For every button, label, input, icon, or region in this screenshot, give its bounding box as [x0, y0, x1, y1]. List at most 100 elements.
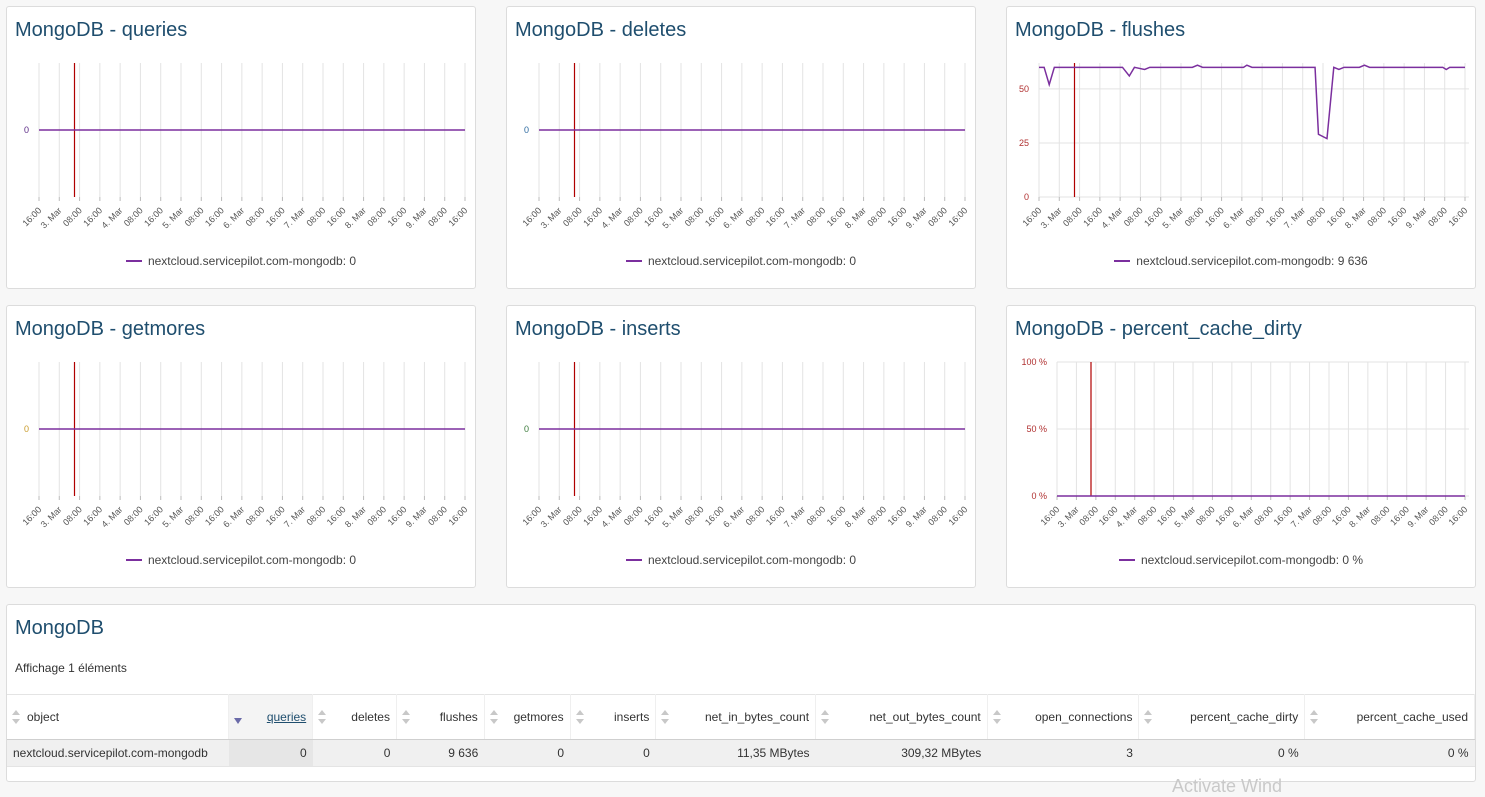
table-cell-net-in-bytes-count: 11,35 MBytes: [655, 739, 816, 767]
chart-legend[interactable]: nextcloud.servicepilot.com-mongodb: 9 63…: [1007, 254, 1475, 268]
x-tick-label: 08:00: [1304, 205, 1327, 228]
x-tick-label: 5. Mar: [1172, 504, 1197, 529]
column-header-label: flushes: [439, 710, 478, 724]
y-tick-label: 0 %: [1031, 491, 1047, 501]
x-tick-label: 8. Mar: [843, 205, 868, 230]
column-header-object[interactable]: object: [7, 694, 230, 740]
column-header-percent-cache-used[interactable]: percent_cache_used: [1304, 694, 1475, 740]
y-tick-label: 0: [24, 125, 29, 135]
legend-label: nextcloud.servicepilot.com-mongodb: 0 %: [1140, 553, 1364, 567]
chart-legend[interactable]: nextcloud.servicepilot.com-mongodb: 0: [7, 553, 475, 567]
table-panel: MongoDB Affichage 1 éléments object queri…: [6, 604, 1476, 782]
x-tick-label: 08:00: [244, 205, 267, 228]
chart-title: MongoDB - percent_cache_dirty: [1015, 318, 1302, 340]
sort-icon[interactable]: [661, 709, 670, 725]
column-header-net-out-bytes-count[interactable]: net_out_bytes_count: [815, 694, 988, 740]
chart-panel-inserts: MongoDB - inserts 0 16:00 3. Mar 08:00 16:00…: [506, 305, 976, 588]
sort-icon[interactable]: [1144, 709, 1153, 725]
x-tick-label: 16:00: [1446, 504, 1469, 527]
x-tick-label: 08:00: [683, 504, 706, 527]
x-tick-label: 7. Mar: [782, 504, 807, 529]
sort-icon[interactable]: [821, 709, 830, 725]
x-tick-label: 16:00: [1446, 205, 1469, 228]
x-tick-label: 08:00: [244, 504, 267, 527]
series-line: [1039, 64, 1465, 140]
column-header-queries[interactable]: queries: [228, 694, 314, 740]
column-header-open-connections[interactable]: open_connections: [987, 694, 1140, 740]
x-tick-label: 08:00: [561, 504, 584, 527]
sort-icon[interactable]: [318, 709, 327, 725]
legend-label: nextcloud.servicepilot.com-mongodb: 0: [147, 553, 357, 567]
legend-label: nextcloud.servicepilot.com-mongodb: 9 63…: [1136, 254, 1368, 268]
x-tick-label: 08:00: [804, 205, 827, 228]
column-header-percent-cache-dirty[interactable]: percent_cache_dirty: [1138, 694, 1306, 740]
x-tick-label: 08:00: [1252, 504, 1275, 527]
column-header-deletes[interactable]: deletes: [312, 694, 397, 740]
column-header-inserts[interactable]: inserts: [570, 694, 657, 740]
x-tick-label: 08:00: [1369, 504, 1392, 527]
x-tick-label: 08:00: [304, 205, 327, 228]
x-tick-label: 5. Mar: [160, 205, 185, 230]
chart-legend[interactable]: nextcloud.servicepilot.com-mongodb: 0: [507, 254, 975, 268]
column-header-net-in-bytes-count[interactable]: net_in_bytes_count: [655, 694, 817, 740]
y-tick-label: 25: [1019, 138, 1029, 148]
table-row[interactable]: nextcloud.servicepilot.com-mongodb 0 0 9 63…: [7, 739, 1475, 767]
x-tick-label: 7. Mar: [282, 504, 307, 529]
x-tick-label: 8. Mar: [843, 504, 868, 529]
sort-icon[interactable]: [992, 709, 1001, 725]
table-cell-open-connections: 3: [987, 739, 1139, 767]
data-table: object queries deletes flushes getmores inser…: [7, 694, 1475, 767]
chart-legend[interactable]: nextcloud.servicepilot.com-mongodb: 0: [7, 254, 475, 268]
column-header-getmores[interactable]: getmores: [484, 694, 571, 740]
x-tick-label: 08:00: [1061, 205, 1084, 228]
x-tick-label: 08:00: [622, 205, 645, 228]
sort-icon[interactable]: [1310, 709, 1319, 725]
legend-label: nextcloud.servicepilot.com-mongodb: 0: [647, 254, 857, 268]
chart-title: MongoDB - deletes: [515, 19, 687, 41]
legend-swatch: [1118, 558, 1135, 561]
x-tick-label: 3. Mar: [39, 205, 64, 230]
y-tick-label: 50: [1019, 84, 1029, 94]
sort-icon[interactable]: [401, 709, 410, 725]
x-tick-label: 4. Mar: [99, 205, 124, 230]
column-header-flushes[interactable]: flushes: [396, 694, 485, 740]
x-tick-label: 3. Mar: [1056, 504, 1081, 529]
x-tick-label: 4. Mar: [599, 504, 624, 529]
x-tick-label: 16:00: [946, 504, 969, 527]
legend-swatch: [125, 558, 142, 561]
sort-desc-icon[interactable]: [234, 709, 243, 725]
table-cell-queries: 0: [228, 739, 313, 767]
x-tick-label: 08:00: [304, 504, 327, 527]
x-tick-label: 6. Mar: [1221, 205, 1246, 230]
table-cell-percent-cache-dirty: 0 %: [1138, 739, 1305, 767]
x-tick-label: 5. Mar: [160, 504, 185, 529]
x-tick-label: 08:00: [1244, 205, 1267, 228]
x-tick-label: 7. Mar: [782, 205, 807, 230]
chart-title: MongoDB - getmores: [15, 318, 206, 340]
x-tick-label: 9. Mar: [904, 504, 929, 529]
column-header-label: percent_cache_dirty: [1190, 710, 1299, 724]
x-tick-label: 08:00: [365, 504, 388, 527]
x-tick-label: 08:00: [1194, 504, 1217, 527]
chart-panel-getmores: MongoDB - getmores 0 16:00 3. Mar 08:00 16:0…: [6, 305, 476, 588]
x-tick-label: 9. Mar: [1405, 504, 1430, 529]
column-header-label: queries: [266, 710, 307, 724]
chart-legend[interactable]: nextcloud.servicepilot.com-mongodb: 0 %: [1007, 553, 1475, 567]
y-tick-label: 100 %: [1021, 357, 1047, 367]
table-cell-deletes: 0: [312, 739, 397, 767]
sort-icon[interactable]: [489, 709, 498, 725]
sort-icon[interactable]: [575, 709, 584, 725]
table-body: nextcloud.servicepilot.com-mongodb 0 0 9 63…: [7, 739, 1475, 767]
sort-icon[interactable]: [12, 709, 20, 725]
x-tick-label: 08:00: [61, 504, 84, 527]
chart-legend[interactable]: nextcloud.servicepilot.com-mongodb: 0: [507, 553, 975, 567]
